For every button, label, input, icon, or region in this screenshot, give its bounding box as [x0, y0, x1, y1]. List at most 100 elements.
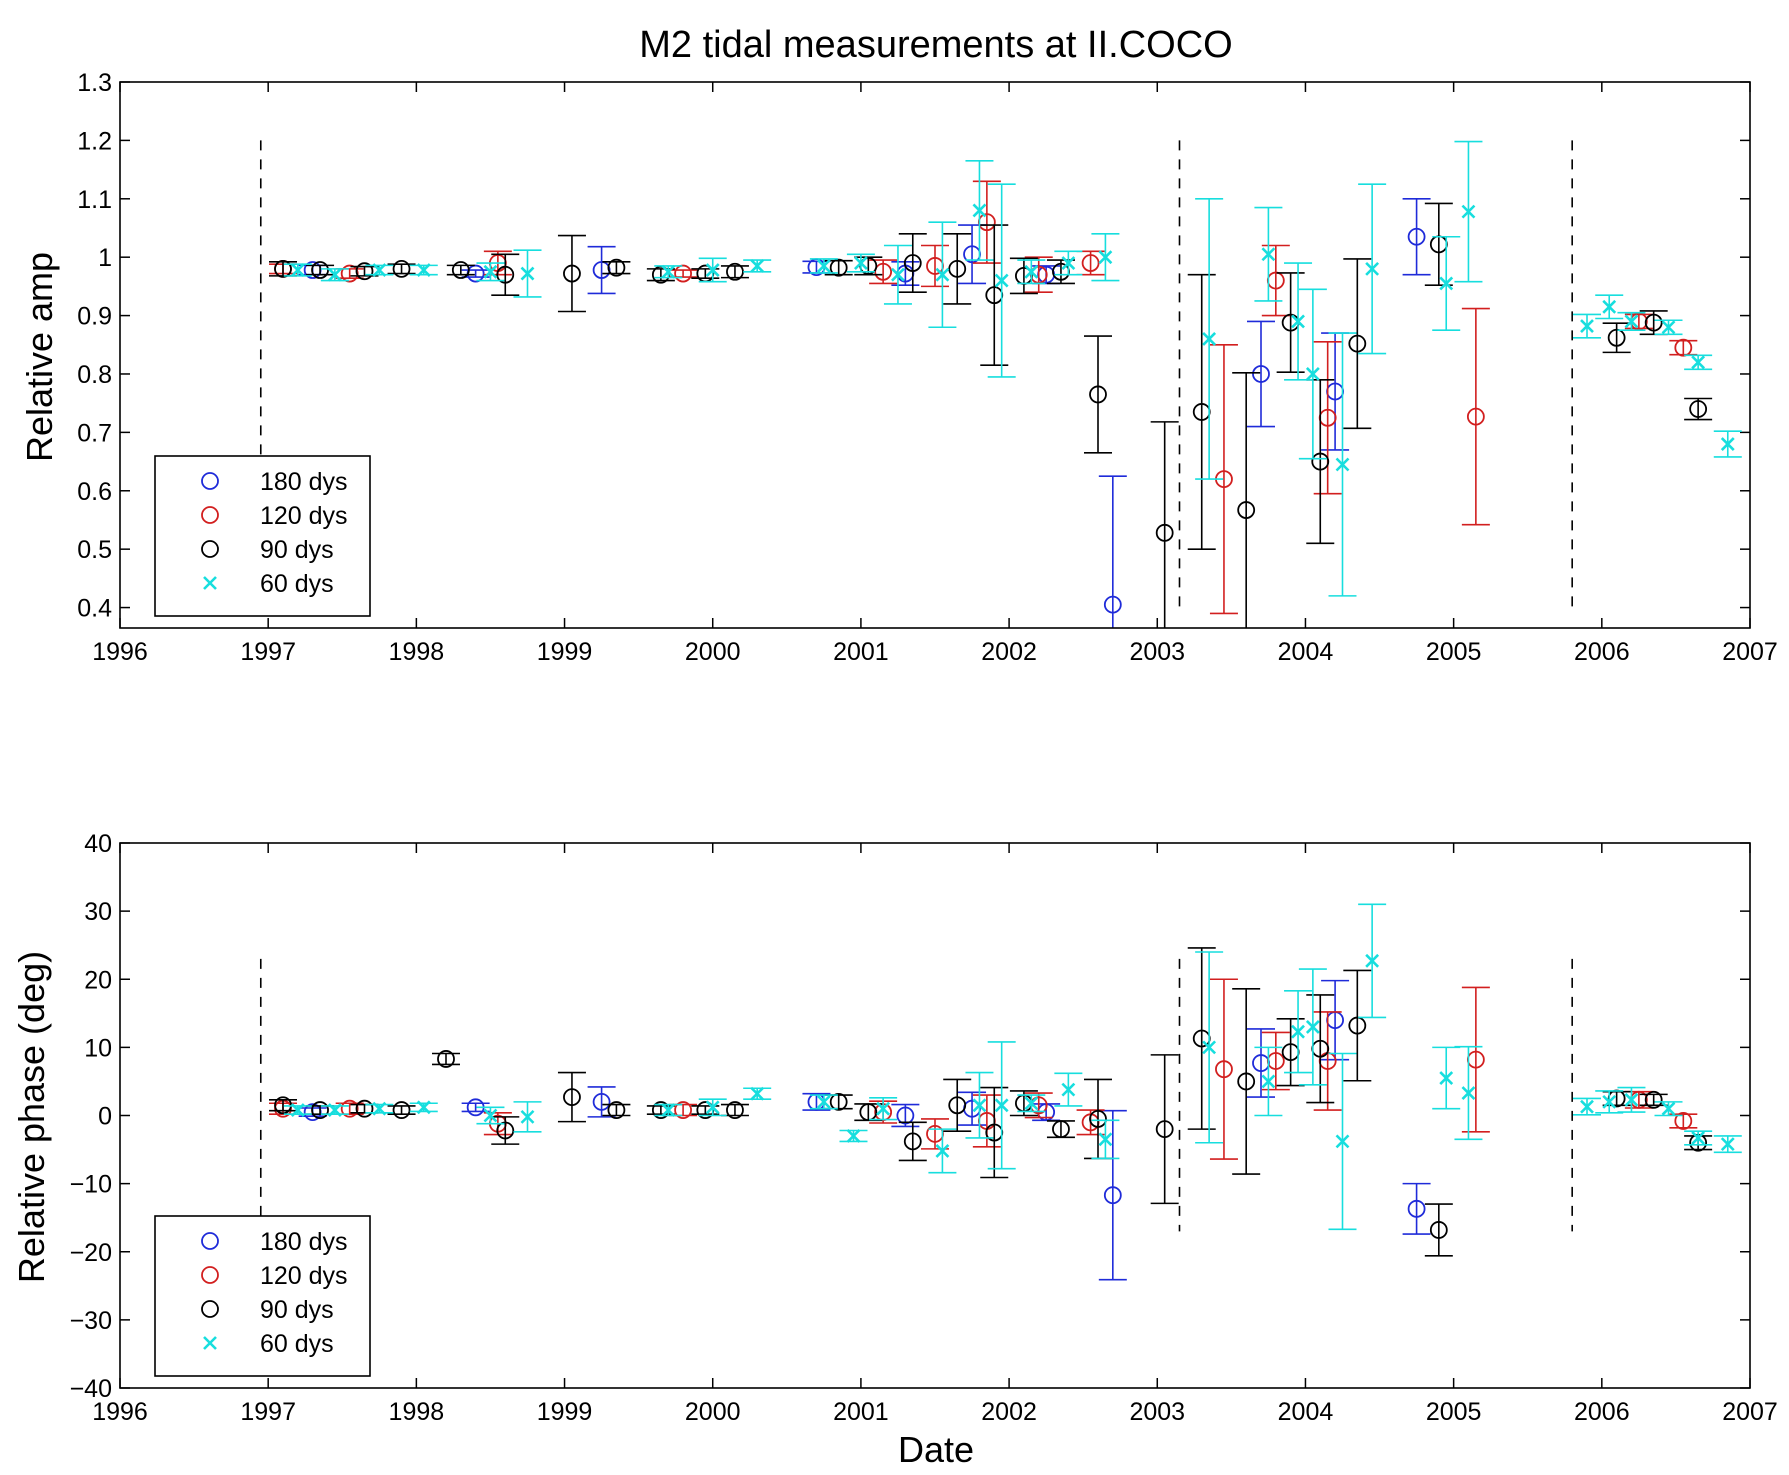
data-point — [1365, 953, 1380, 968]
data-point — [1674, 338, 1693, 357]
data-point — [994, 273, 1009, 288]
data-point — [274, 259, 292, 278]
data-point — [948, 1096, 967, 1115]
data-point — [1461, 204, 1476, 219]
data-point — [1155, 1120, 1174, 1139]
data-point — [1466, 407, 1485, 426]
data-layer — [269, 140, 1742, 628]
y-tick-label: 40 — [84, 830, 112, 858]
y-tick-label: 0 — [98, 1103, 112, 1131]
data-point — [1089, 1110, 1107, 1128]
y-tick-label: −20 — [70, 1239, 112, 1267]
data-point — [1661, 1101, 1676, 1116]
data-point — [1439, 276, 1454, 291]
data-point — [1624, 314, 1639, 329]
legend-label: 60 dys — [260, 570, 334, 598]
data-point — [520, 1109, 535, 1124]
data-point — [705, 1100, 720, 1115]
data-point — [483, 1108, 498, 1123]
x-tick-label: 2002 — [981, 638, 1037, 666]
data-point — [1348, 334, 1367, 353]
plot-frame — [119, 81, 1751, 629]
x-tick-label: 2000 — [685, 1398, 741, 1426]
data-point — [290, 263, 305, 277]
x-tick-label: 1996 — [92, 1398, 148, 1426]
data-point — [1580, 319, 1594, 334]
data-point — [496, 265, 515, 284]
data-point — [416, 263, 431, 277]
data-point — [563, 1088, 581, 1107]
legend-marker — [201, 1266, 219, 1284]
data-point — [563, 264, 581, 283]
series-120-dys — [269, 978, 1698, 1160]
data-point — [1081, 254, 1100, 272]
data-point — [311, 261, 329, 279]
data-point — [674, 1101, 692, 1119]
y-tick-label: 1.3 — [77, 69, 112, 97]
data-point — [1237, 501, 1256, 519]
x-tick-label: 2007 — [1722, 638, 1778, 666]
data-point — [816, 259, 831, 273]
data-point — [1305, 367, 1320, 381]
data-point — [1720, 437, 1735, 451]
data-point — [674, 264, 692, 283]
data-point — [1305, 1020, 1320, 1034]
y-tick-label: 30 — [84, 898, 112, 926]
x-tick-label: 1999 — [537, 1398, 593, 1426]
data-point — [1644, 1090, 1663, 1109]
data-point — [1461, 1086, 1476, 1100]
series-120-dys — [269, 180, 1698, 615]
data-point — [1252, 365, 1270, 383]
data-point — [437, 1050, 455, 1068]
data-point — [1024, 1096, 1039, 1111]
x-tick-label: 2007 — [1722, 1398, 1778, 1426]
legend-label: 90 dys — [260, 536, 334, 564]
legend-label: 180 dys — [260, 1228, 348, 1256]
data-point — [1155, 523, 1174, 542]
series-60-dys — [283, 140, 1742, 597]
y-tick-label: −30 — [70, 1307, 112, 1335]
data-point — [1407, 227, 1426, 246]
data-point — [1237, 1072, 1256, 1091]
amp-y-axis-label: Relative amp — [19, 252, 60, 462]
data-point — [1624, 1092, 1639, 1107]
y-tick-label: 0.9 — [77, 303, 112, 331]
data-point — [1689, 400, 1708, 418]
data-point — [1261, 1074, 1276, 1089]
data-point — [1291, 1024, 1305, 1039]
data-point — [496, 1121, 515, 1140]
data-point — [372, 1101, 387, 1116]
data-point — [1098, 1132, 1113, 1147]
data-point — [327, 267, 342, 282]
data-point — [1580, 1099, 1594, 1114]
data-point — [1202, 1040, 1217, 1055]
y-tick-label: 0.6 — [77, 478, 112, 506]
data-point — [1024, 264, 1039, 279]
legend-box — [154, 1215, 371, 1377]
data-point — [750, 259, 765, 273]
data-point — [1052, 1120, 1070, 1139]
data-point — [1429, 1221, 1448, 1239]
data-point — [451, 261, 470, 279]
legend-marker — [201, 540, 219, 558]
data-point — [1103, 1186, 1122, 1205]
data-point — [972, 1098, 987, 1113]
data-point — [896, 1106, 915, 1125]
data-point — [935, 1144, 950, 1158]
data-point — [1291, 314, 1305, 329]
data-point — [355, 1099, 374, 1118]
x-tick-label: 1998 — [389, 1398, 445, 1426]
y-tick-label: 0.5 — [77, 536, 112, 564]
data-point — [311, 1101, 329, 1119]
data-point — [903, 254, 922, 272]
legend-label: 180 dys — [260, 468, 348, 496]
amplitude-chart: Relative amp 1996 1997 1998 1999 2000 2001 200… — [19, 69, 1778, 666]
data-point — [1661, 320, 1676, 335]
data-point — [290, 1103, 305, 1117]
y-tick-label: 0.7 — [77, 419, 112, 447]
y-tick-label: 1 — [98, 244, 112, 272]
data-point — [829, 1092, 848, 1111]
data-point — [327, 1103, 342, 1117]
series-180-dys — [298, 979, 1431, 1281]
data-point — [1691, 355, 1706, 370]
